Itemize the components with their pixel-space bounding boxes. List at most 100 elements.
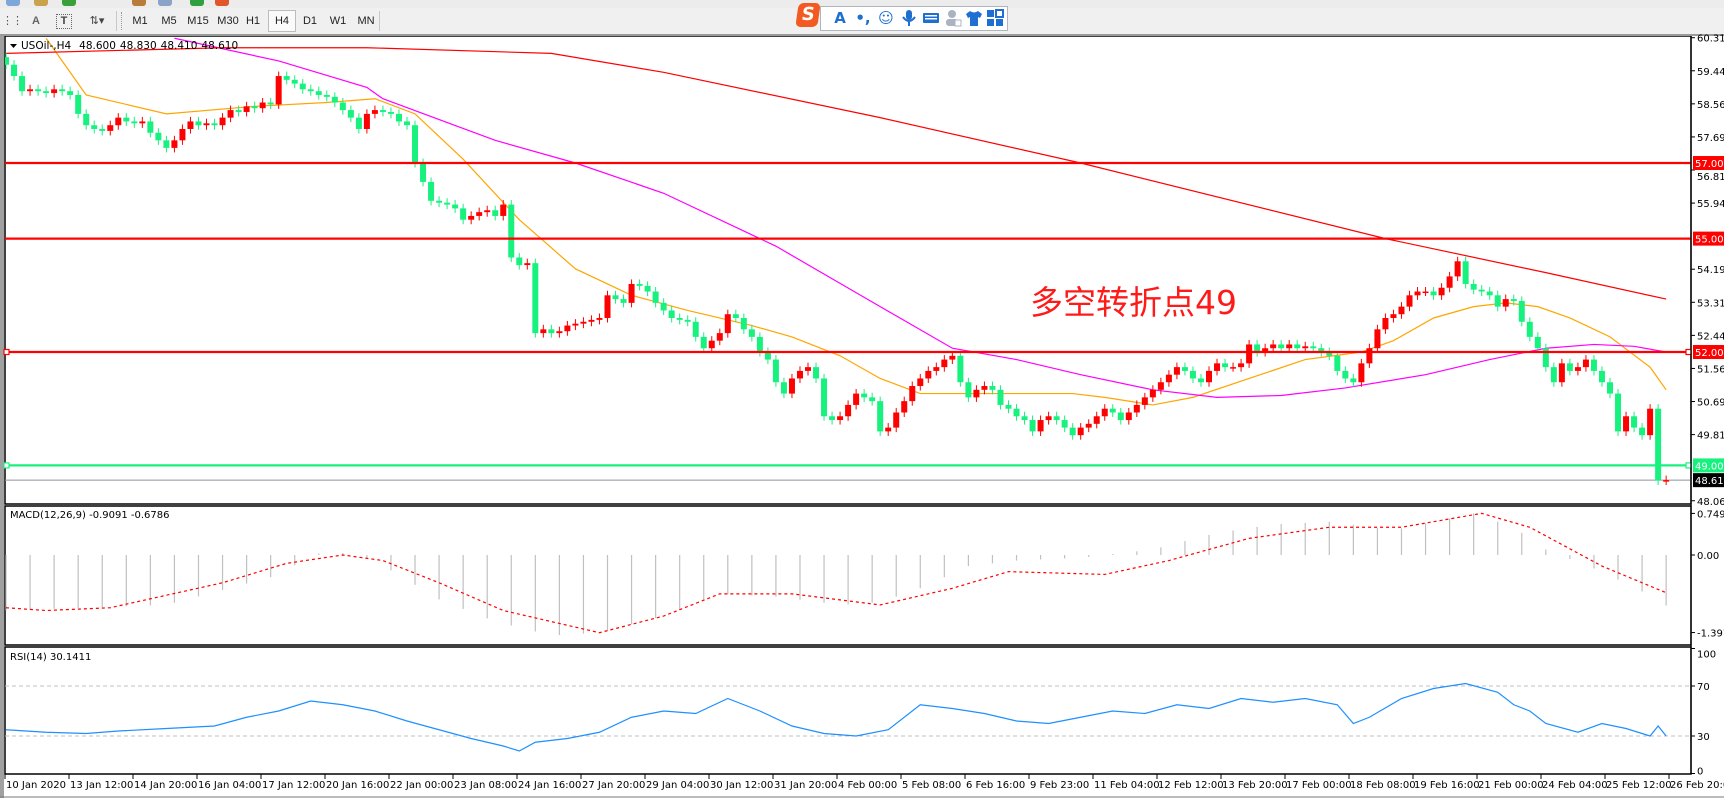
chart-header-low: 48.410: [161, 40, 198, 52]
timeframe-mn-button[interactable]: MN: [357, 15, 375, 27]
candle: [1278, 339, 1285, 353]
candle-body: [1318, 348, 1325, 353]
candle-body: [524, 263, 531, 266]
skin-shirt-icon[interactable]: [965, 9, 983, 27]
candle-body: [428, 181, 435, 201]
candle-body: [1045, 416, 1052, 421]
timeframe-w1-button[interactable]: W1: [329, 15, 347, 27]
candle-body: [476, 212, 483, 216]
timeframe-h1-button[interactable]: H1: [245, 15, 261, 27]
candle-body: [91, 125, 98, 129]
candle: [1454, 256, 1461, 281]
line-anchor-handle[interactable]: [1685, 348, 1692, 356]
price-axis-label: 52.440: [1697, 331, 1724, 342]
candle: [299, 79, 306, 94]
toolbar-icon[interactable]: [215, 0, 229, 6]
line-anchor-handle[interactable]: [3, 348, 10, 356]
candle: [395, 109, 402, 126]
candle: [821, 373, 828, 421]
chart-header-high: 48.830: [120, 40, 157, 52]
timeframe-d1-button[interactable]: D1: [302, 15, 318, 27]
timeframe-m1-button[interactable]: M1: [132, 15, 148, 27]
candle-body: [1510, 299, 1517, 301]
candle-body: [1494, 295, 1501, 307]
user-lock-icon[interactable]: [944, 9, 962, 27]
candle: [853, 389, 860, 410]
candle-body: [1526, 321, 1533, 337]
microphone-icon[interactable]: [900, 9, 918, 27]
price-axis-label: 50.690: [1697, 398, 1724, 409]
candle: [1125, 407, 1132, 425]
toolbar-icon[interactable]: [132, 0, 146, 6]
toolbox-grid-icon[interactable]: [986, 9, 1004, 27]
candle: [251, 101, 258, 113]
candle-body: [492, 210, 499, 216]
candle: [1590, 355, 1597, 376]
line-anchor-handle[interactable]: [1685, 462, 1692, 469]
grid-icon[interactable]: ⋮⋮: [2, 15, 23, 27]
candle-body: [1197, 378, 1204, 383]
candle: [243, 101, 250, 117]
font-a-icon[interactable]: A: [834, 9, 846, 27]
candle-body: [1165, 374, 1172, 383]
candle-body: [1414, 291, 1421, 296]
text-label-tool-button[interactable]: T: [56, 14, 72, 29]
candle-body: [51, 89, 58, 94]
candle: [27, 84, 34, 96]
candle-body: [1238, 363, 1245, 368]
time-axis-label: 21 Feb 00:00: [1478, 780, 1544, 791]
candle-body: [788, 378, 795, 394]
macd-label: MACD(12,26,9) -0.9091 -0.6786: [10, 510, 170, 521]
candle: [59, 84, 66, 96]
toolbar-icon[interactable]: [62, 0, 76, 6]
candle-body: [700, 336, 707, 349]
text-tool-button[interactable]: A: [32, 15, 40, 27]
candle-body: [99, 128, 106, 131]
candle: [1510, 294, 1517, 306]
toolbar-icon[interactable]: [190, 0, 204, 6]
candle: [1390, 309, 1397, 323]
candle-body: [756, 336, 763, 353]
candle-body: [805, 367, 811, 371]
horizontal-line-price-label: 52.000: [1695, 348, 1724, 359]
candle-body: [933, 367, 940, 371]
toolbar-icon[interactable]: [34, 0, 48, 6]
candle-body: [1374, 329, 1381, 349]
candle-body: [1334, 355, 1341, 371]
candle-body: [1005, 404, 1012, 409]
timeframe-m15-button[interactable]: M15: [187, 15, 209, 27]
candle-body: [163, 140, 170, 148]
candle-body: [660, 302, 667, 311]
toolbar-icon[interactable]: [158, 0, 172, 6]
candle-body: [1222, 363, 1229, 368]
candle: [780, 377, 787, 399]
candle: [869, 392, 876, 406]
timeframe-m5-button[interactable]: M5: [161, 15, 177, 27]
candle-body: [1478, 289, 1485, 292]
candle-body: [1486, 291, 1493, 296]
price-label-bg: [1693, 231, 1724, 246]
candle-body: [1109, 408, 1116, 413]
candle: [588, 315, 595, 327]
candle-body: [1550, 367, 1557, 383]
punctuation-icon[interactable]: •,: [855, 9, 871, 27]
candle-body: [1326, 352, 1333, 356]
timeframe-h4-button[interactable]: H4: [268, 10, 296, 32]
line-anchor-handle[interactable]: [3, 462, 10, 469]
candle: [1085, 419, 1092, 433]
keyboard-icon[interactable]: [922, 9, 940, 27]
candle: [837, 411, 844, 425]
candle-body: [636, 283, 643, 286]
chart-annotation-text[interactable]: 多空转折点49: [1030, 283, 1237, 322]
candle: [1013, 404, 1020, 421]
candle-body: [1430, 291, 1437, 296]
timeframe-m30-button[interactable]: M30: [217, 15, 239, 27]
emoji-icon[interactable]: ☺: [878, 9, 894, 27]
toolbar-icon[interactable]: [6, 0, 20, 6]
arrows-dropdown-button[interactable]: ⇅▾: [89, 15, 105, 27]
candle-body: [1157, 382, 1164, 390]
candle: [347, 105, 354, 123]
candle-body: [1518, 300, 1525, 322]
candle-body: [1230, 367, 1237, 369]
